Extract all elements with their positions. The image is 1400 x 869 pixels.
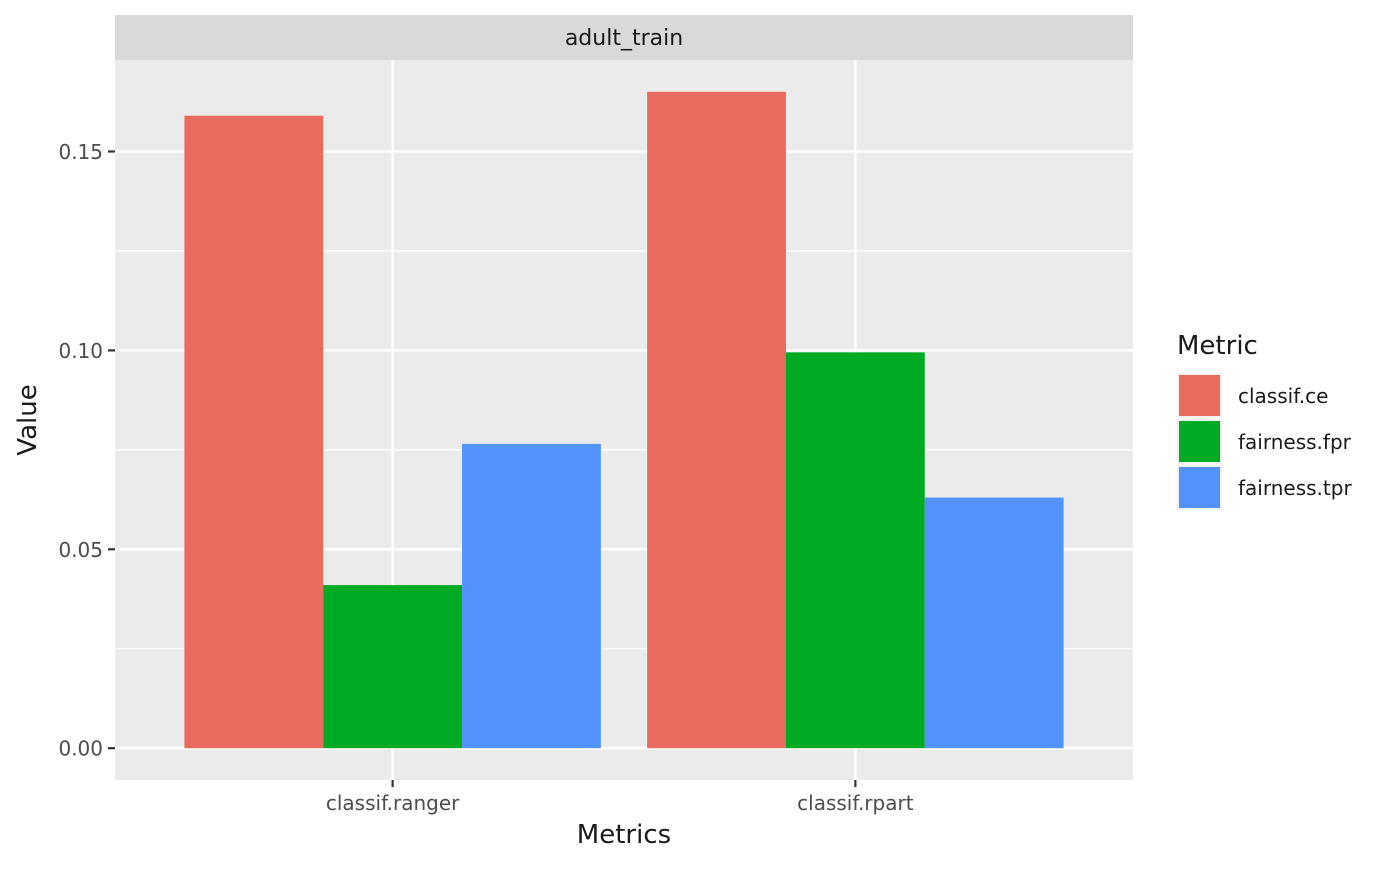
y-tick-label: 0.05 bbox=[58, 538, 103, 562]
bar-fairness-fpr-classif-rpart bbox=[785, 352, 925, 749]
bar-classif-ce-classif-ranger bbox=[184, 115, 324, 749]
bar-fairness-tpr-classif-ranger bbox=[462, 443, 601, 749]
y-axis-title: Value bbox=[13, 384, 43, 455]
y-tick-label: 0.00 bbox=[58, 737, 103, 761]
bar-fairness-tpr-classif-rpart bbox=[924, 497, 1064, 749]
legend-label: fairness.tpr bbox=[1238, 476, 1352, 500]
legend-swatch-fairness-fpr bbox=[1179, 421, 1220, 462]
legend-items: classif.ce fairness.fpr fairness.tpr bbox=[1177, 373, 1352, 510]
legend-title: Metric bbox=[1177, 331, 1258, 361]
axes: 0.00 0.05 0.10 0.15 classif.ranger classif.rp… bbox=[58, 140, 913, 815]
legend-swatch-classif-ce bbox=[1179, 375, 1220, 416]
legend-label: classif.ce bbox=[1238, 384, 1328, 408]
bars bbox=[184, 91, 1064, 749]
y-tick-label: 0.10 bbox=[58, 339, 103, 363]
legend-label: fairness.fpr bbox=[1238, 430, 1352, 454]
x-tick-label: classif.ranger bbox=[326, 791, 460, 815]
facet-label: adult_train bbox=[565, 26, 683, 51]
bar-fairness-fpr-classif-ranger bbox=[323, 585, 463, 749]
bar-classif-ce-classif-rpart bbox=[647, 91, 786, 749]
legend: Metric classif.ce fairness.fpr fairness.tp… bbox=[1177, 331, 1352, 510]
legend-swatch-fairness-tpr bbox=[1179, 467, 1220, 508]
y-tick-label: 0.15 bbox=[58, 140, 103, 164]
x-axis-title: Metrics bbox=[577, 820, 671, 850]
facet-strip bbox=[115, 15, 1133, 60]
x-tick-label: classif.rpart bbox=[797, 791, 914, 815]
